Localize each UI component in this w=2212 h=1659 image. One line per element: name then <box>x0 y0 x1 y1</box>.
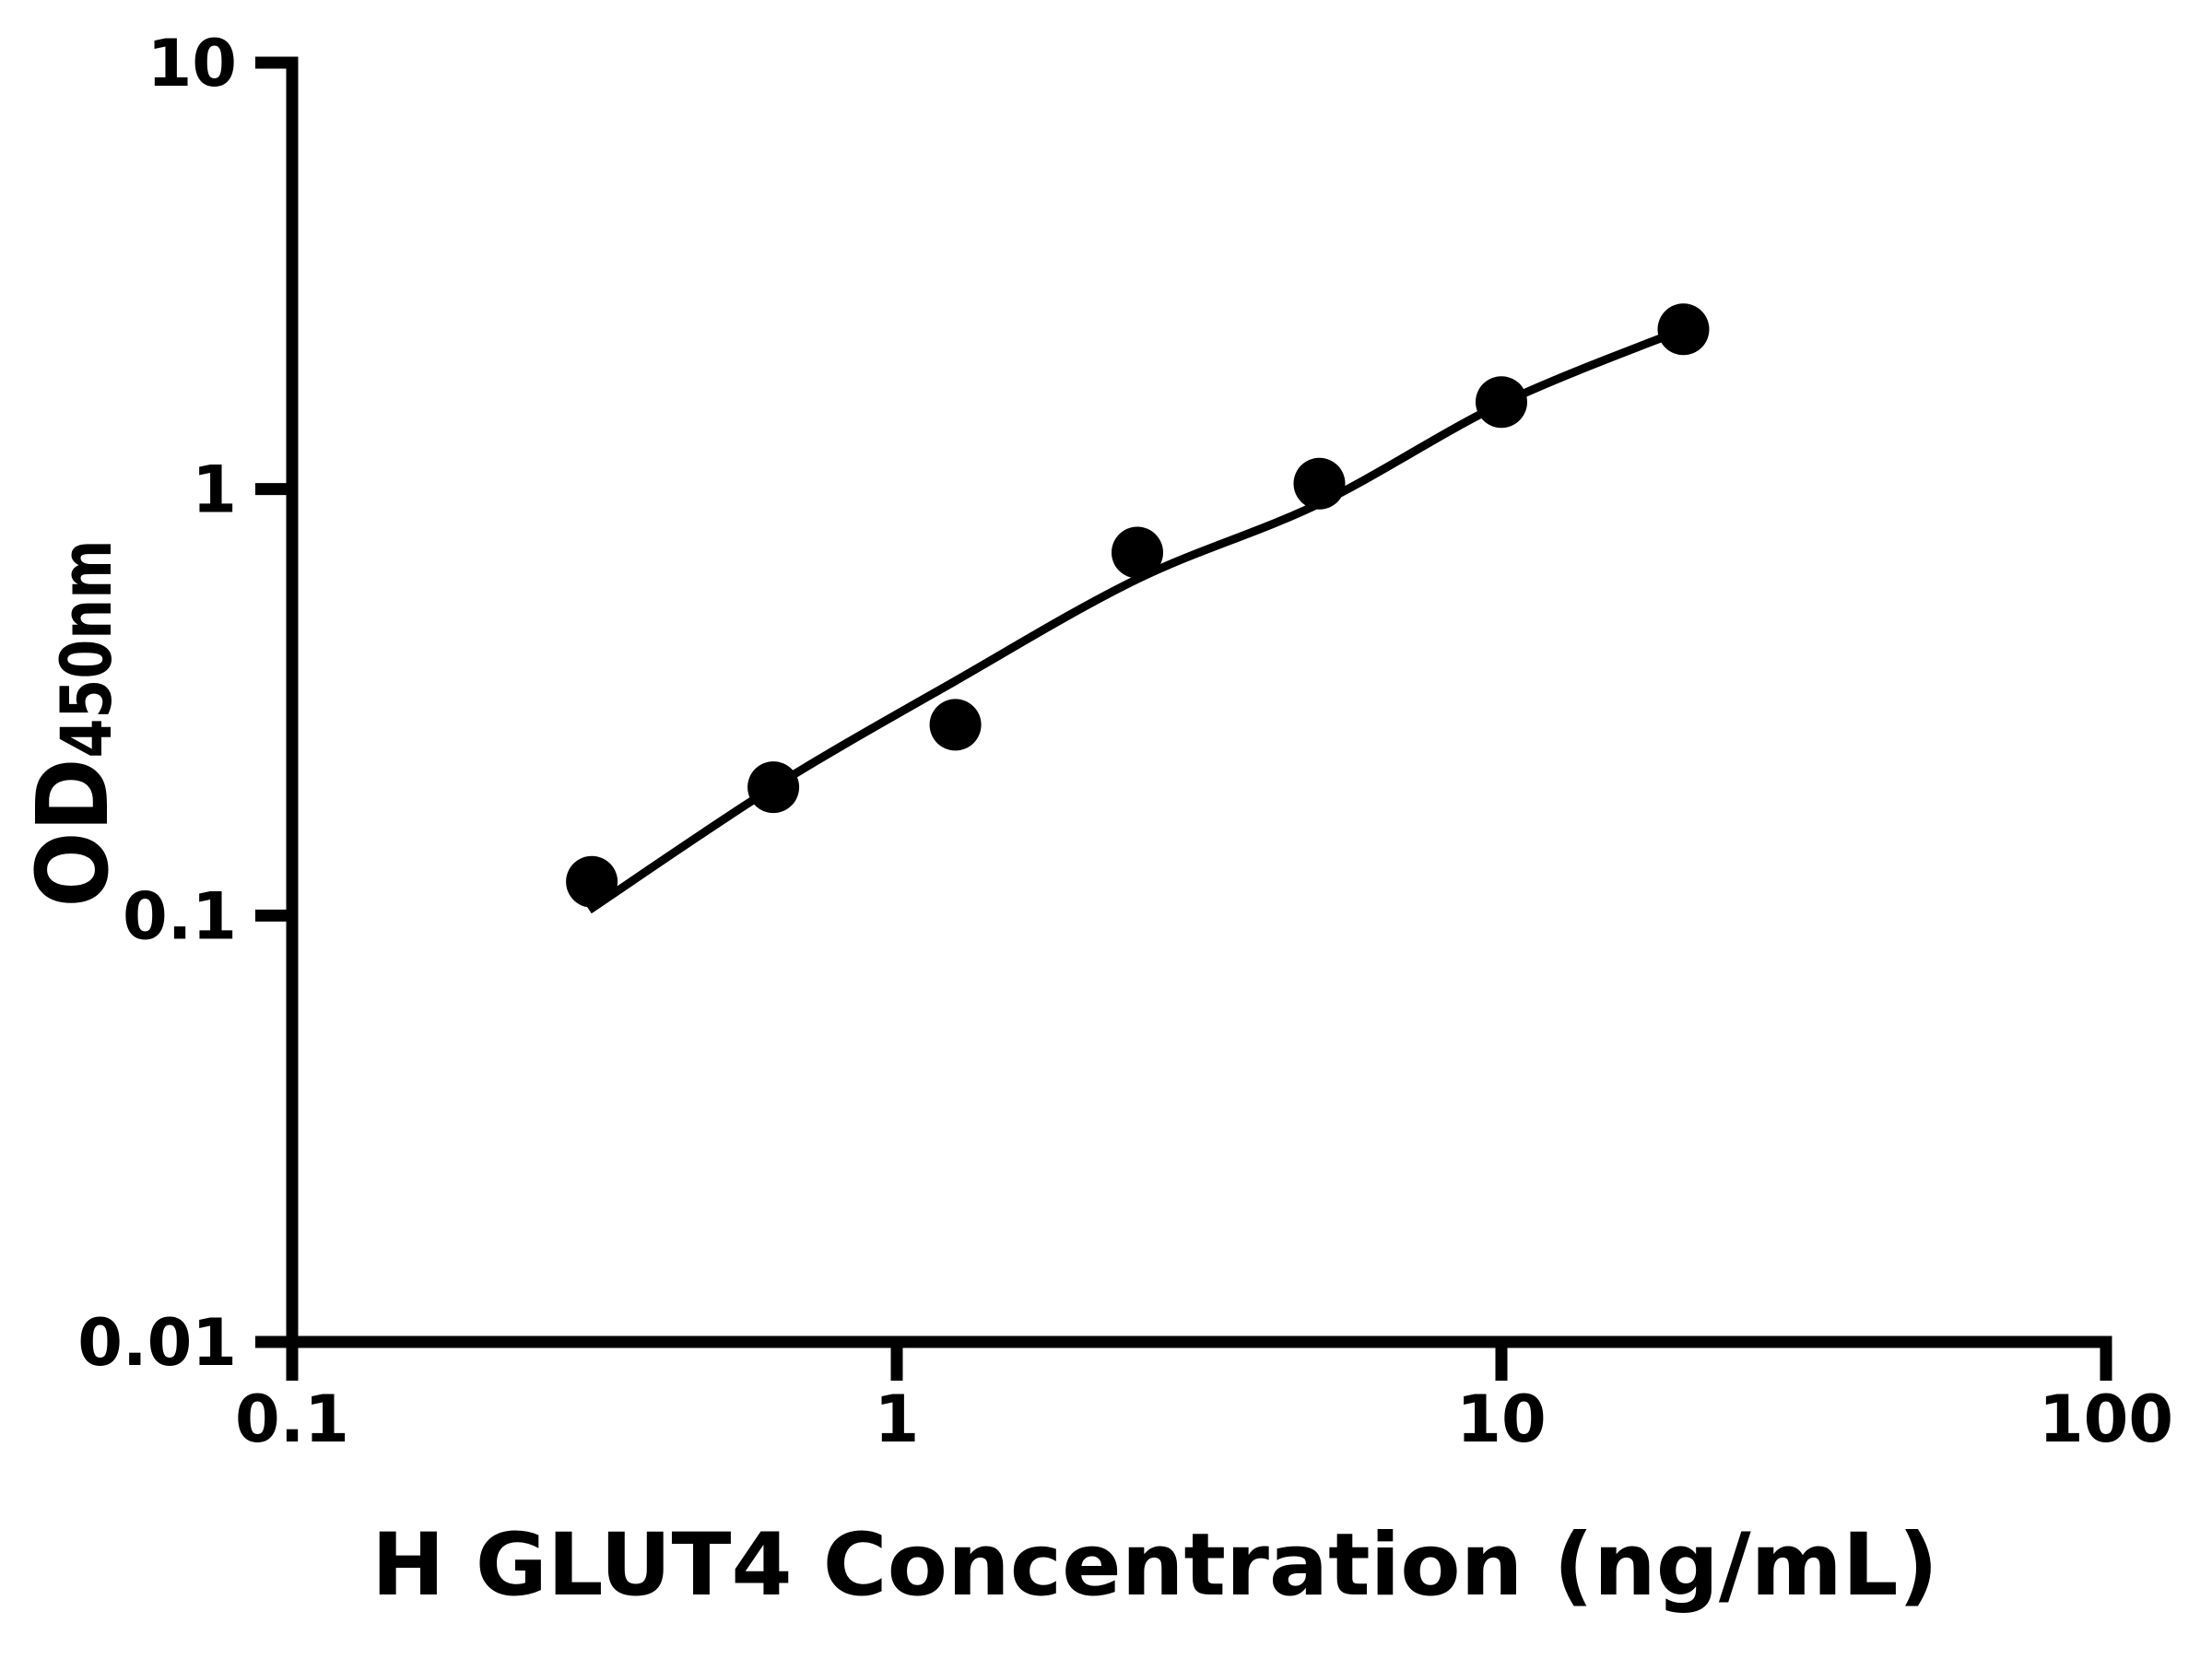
x-axis-title: H GLUT4 Concentration (ng/mL) <box>371 1515 1938 1616</box>
data-points <box>566 303 1710 908</box>
x-tick-label: 0.1 <box>235 1382 349 1457</box>
x-tick-labels: 0.1 1 10 100 <box>235 1382 2173 1457</box>
data-point-marker <box>929 699 982 751</box>
plot-axes <box>255 56 2112 1381</box>
y-tick-label: 0.01 <box>77 1305 237 1381</box>
y-tick-labels: 0.01 0.1 1 10 <box>77 26 237 1381</box>
y-tick-label: 1 <box>192 453 237 528</box>
y-axis-title: OD450nm <box>17 540 131 908</box>
data-point-marker <box>1657 303 1710 356</box>
data-point-marker <box>1112 526 1163 579</box>
data-point-marker <box>566 855 618 908</box>
x-tick-label: 1 <box>875 1382 920 1457</box>
y-axis-title-subscript: 450nm <box>45 540 127 759</box>
y-tick-label: 10 <box>147 26 237 101</box>
data-point-marker <box>1293 457 1346 510</box>
y-tick-label: 0.1 <box>123 878 237 954</box>
data-point-marker <box>747 761 800 814</box>
y-axis-title-main: OD <box>17 759 131 908</box>
x-tick-label: 100 <box>2039 1382 2173 1457</box>
data-point-marker <box>1476 376 1527 429</box>
x-tick-label: 10 <box>1456 1382 1546 1457</box>
